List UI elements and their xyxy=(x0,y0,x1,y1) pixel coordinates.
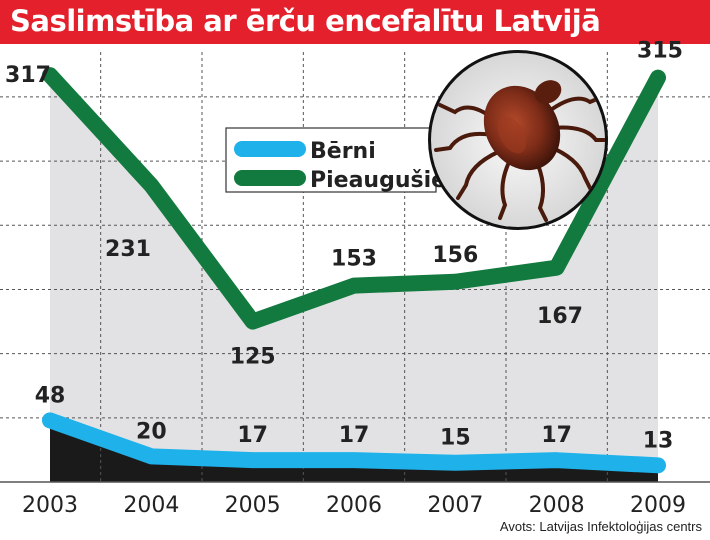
series-line-pieaugusie xyxy=(42,67,666,330)
legend: Bērni Pieaugušie xyxy=(225,127,446,193)
source-note: Avots: Latvijas Infektoloģijas centrs xyxy=(499,519,702,534)
data-label-pieaugusie: 153 xyxy=(331,247,377,272)
data-label-berni: 17 xyxy=(237,423,268,448)
data-label-berni: 17 xyxy=(339,423,370,448)
series-line-berni xyxy=(42,412,666,474)
tick-body xyxy=(483,85,561,171)
data-label-pieaugusie: 125 xyxy=(230,345,276,370)
plot-area-fill xyxy=(50,75,658,482)
data-label-pieaugusie: 317 xyxy=(5,63,51,88)
chart-title: Saslimstība ar ērču encefalītu Latvijā xyxy=(10,4,601,38)
data-label-berni: 13 xyxy=(643,428,674,453)
x-tick-label: 2006 xyxy=(326,493,382,518)
title-bar: Saslimstība ar ērču encefalītu Latvijā xyxy=(0,0,710,44)
x-tick-label: 2004 xyxy=(123,493,179,518)
data-label-pieaugusie: 167 xyxy=(537,304,583,329)
x-tick-label: 2009 xyxy=(630,493,686,518)
x-tick-label: 2003 xyxy=(22,493,78,518)
x-tick-label: 2008 xyxy=(529,493,585,518)
legend-label-berni: Bērni xyxy=(310,139,376,164)
legend-label-pieaugusie: Pieaugušie xyxy=(310,168,446,193)
data-label-pieaugusie: 231 xyxy=(105,237,151,262)
data-label-pieaugusie: 315 xyxy=(637,39,683,64)
data-label-berni: 17 xyxy=(541,423,572,448)
tick-photo xyxy=(428,50,608,230)
x-tick-label: 2005 xyxy=(225,493,281,518)
x-tick-label: 2007 xyxy=(427,493,483,518)
data-label-berni: 15 xyxy=(440,426,471,451)
data-label-berni: 20 xyxy=(136,419,167,444)
data-label-berni: 48 xyxy=(35,383,66,408)
data-label-pieaugusie: 156 xyxy=(432,243,478,268)
